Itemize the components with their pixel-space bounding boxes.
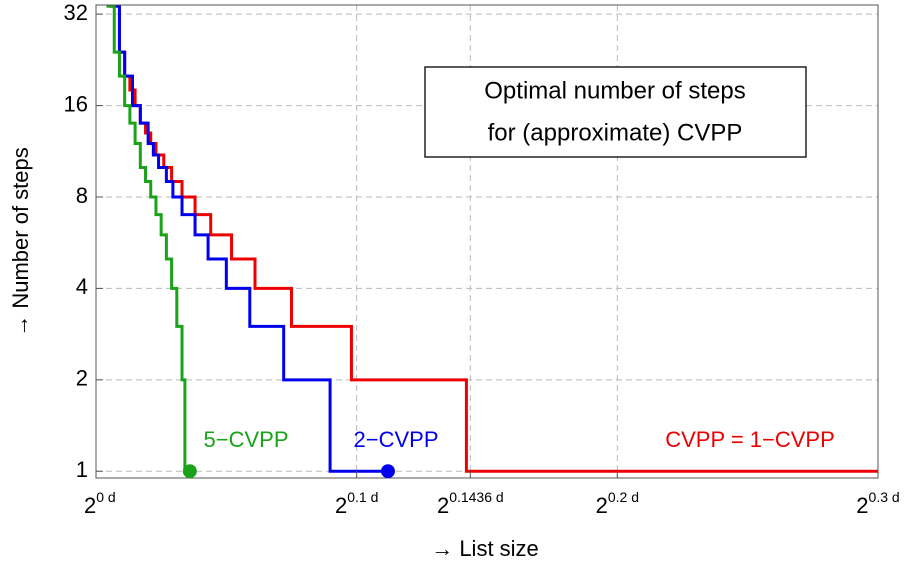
y-tick-label: 8 [76,183,88,208]
frame [95,4,879,479]
y-tick-label: 2 [76,366,88,391]
series-label: 5−CVPP [204,427,289,452]
x-tick-label: 20.3 d [856,489,899,518]
y-tick-label: 16 [64,91,88,116]
tick-base: 2 [335,493,347,518]
y-axis-label: → Number of steps [8,147,33,337]
tick-exponent: 0.1 d [347,489,378,505]
title-box [424,66,807,158]
tick-exponent: 0.2 d [608,489,639,505]
x-axis-label: → List size [431,536,539,561]
y-tick-label: 1 [76,457,88,482]
series-label: CVPP = 1−CVPP [665,427,835,452]
tick-base: 2 [84,493,96,518]
tick-exponent: 0 d [96,489,115,505]
tick-exponent: 0.1436 d [449,489,504,505]
end-marker [380,464,395,479]
x-tick-label: 20.1 d [335,489,378,518]
series-label: 2−CVPP [354,427,439,452]
step-line [109,5,388,473]
tick-base: 2 [596,493,608,518]
y-tick-label: 32 [64,0,88,25]
tick-base: 2 [856,493,868,518]
chart-title: for (approximate) CVPP [488,119,743,146]
chart-title: Optimal number of steps [484,77,745,104]
x-tick-label: 20.1436 d [437,489,504,518]
plot-area [106,5,878,473]
y-tick-label: 4 [76,274,88,299]
tick-base: 2 [437,493,449,518]
x-tick-label: 20 d [84,489,116,518]
x-tick-label: 20.2 d [596,489,639,518]
tick-exponent: 0.3 d [869,489,900,505]
step-line [106,5,190,473]
end-marker [182,464,197,479]
